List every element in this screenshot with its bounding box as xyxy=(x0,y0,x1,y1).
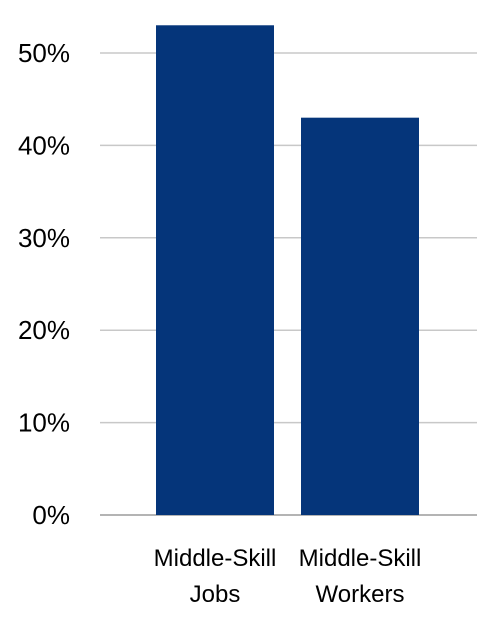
y-tick-label: 20% xyxy=(18,315,70,345)
x-category-label: Middle-Skill xyxy=(154,545,277,572)
bars xyxy=(156,25,419,516)
bar xyxy=(156,25,274,516)
bar xyxy=(301,117,419,516)
x-category-label: Jobs xyxy=(190,581,241,608)
y-tick-label: 10% xyxy=(18,408,70,438)
x-category-label: Workers xyxy=(316,581,405,608)
y-tick-label: 40% xyxy=(18,130,70,160)
x-category-label: Middle-Skill xyxy=(299,545,422,572)
y-tick-label: 30% xyxy=(18,223,70,253)
y-axis-tick-labels: 0% 10% 20% 30% 40% 50% xyxy=(18,38,70,530)
y-tick-label: 0% xyxy=(32,500,70,530)
y-tick-label: 50% xyxy=(18,38,70,68)
x-axis-category-labels: Middle-Skill Jobs Middle-Skill Workers xyxy=(154,545,422,608)
